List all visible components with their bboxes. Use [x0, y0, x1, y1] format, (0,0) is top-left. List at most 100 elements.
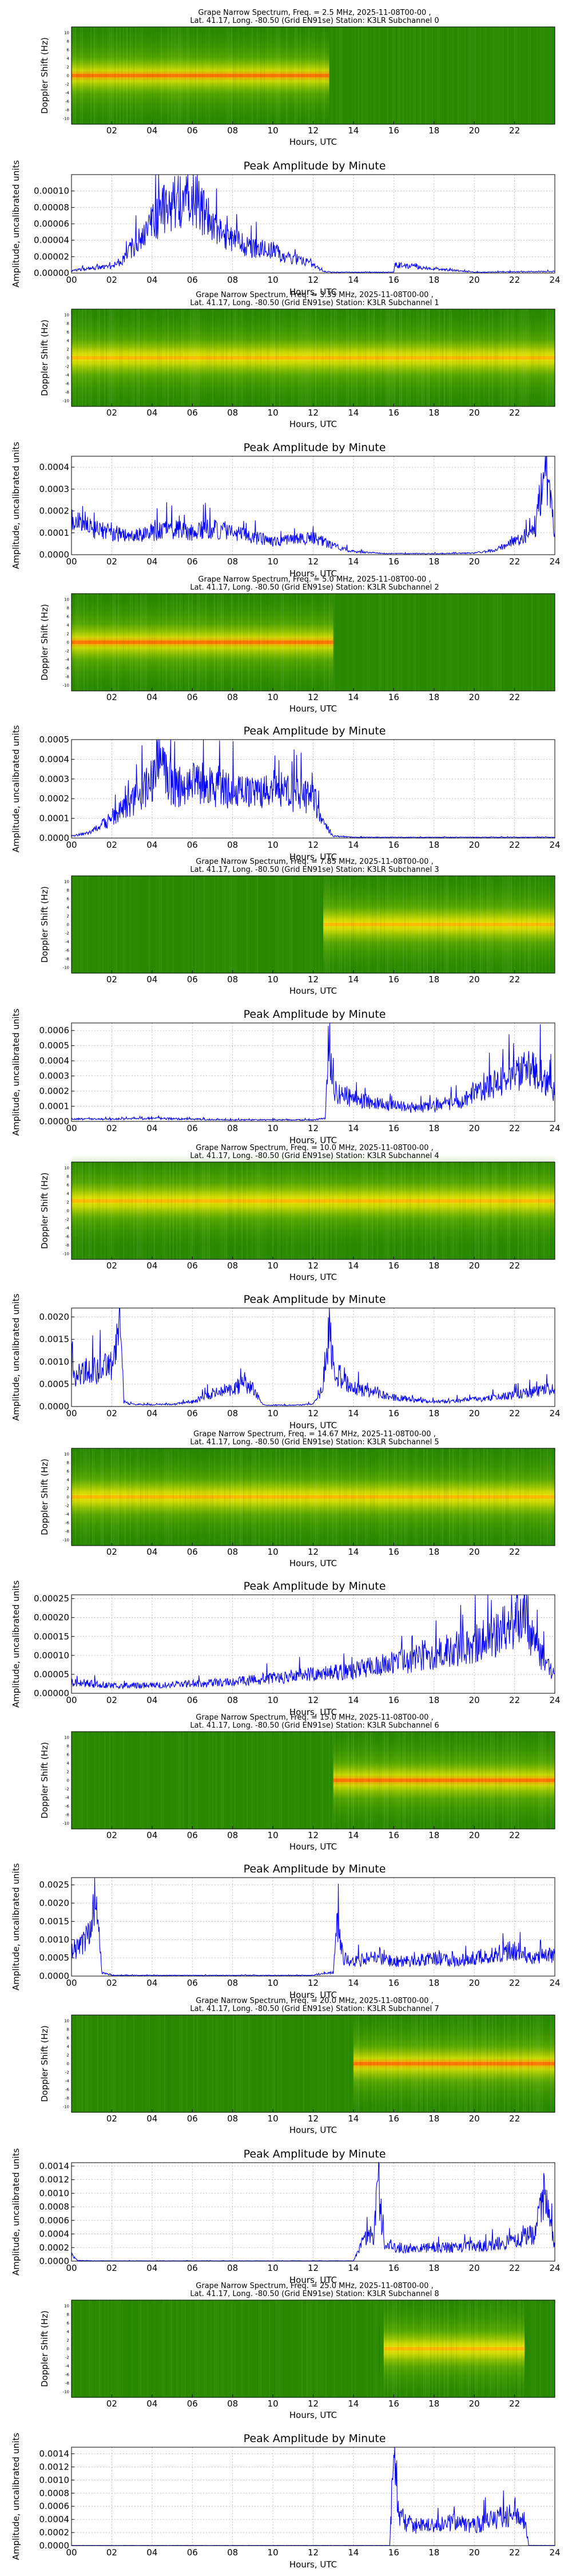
spectrogram-stripe [476, 1732, 478, 1829]
spectrogram-stripe [99, 1732, 100, 1829]
spectrogram-stripe [238, 594, 239, 691]
spectrogram-stripe [410, 594, 411, 691]
spectrogram-stripe [482, 594, 483, 691]
spectrogram-ytick-label: 10 [64, 1166, 69, 1171]
spectrogram-xtick-label: 06 [187, 408, 198, 418]
spectrogram-stripe [485, 309, 486, 406]
spectrogram-stripe [126, 1448, 128, 1546]
spectrogram-stripe [514, 1448, 515, 1546]
spectrogram-stripe [221, 1162, 222, 1259]
spectrogram-stripe [209, 27, 210, 124]
spectrogram-stripe [121, 27, 122, 124]
spectrogram-stripe [161, 309, 162, 406]
spectrogram-xtick-label: 06 [187, 125, 198, 136]
spectrogram-stripe [461, 309, 462, 406]
spectrogram-stripe [488, 2015, 490, 2112]
spectrogram-ytick-label: 6 [67, 330, 70, 335]
spectrogram-stripe [317, 2300, 318, 2397]
spectrogram-stripe [162, 876, 164, 973]
amplitude-xtick-label: 00 [66, 1695, 77, 1705]
spectrogram-stripe [259, 27, 260, 124]
spectrogram-stripe [97, 27, 98, 124]
spectrogram-stripe [250, 2015, 251, 2112]
spectrogram-stripe [77, 594, 78, 691]
spectrogram-stripe [130, 309, 131, 406]
spectrogram-stripe [533, 27, 534, 124]
amplitude-xtick-label: 00 [66, 275, 77, 285]
spectrogram-stripe [511, 876, 512, 973]
spectrogram-stripe [289, 2015, 291, 2112]
spectrogram-stripe [274, 2300, 275, 2397]
spectrogram-stripe [363, 594, 364, 691]
spectrogram-stripe [475, 2015, 476, 2112]
spectrogram-stripe [92, 2015, 93, 2112]
spectrogram-stripe [303, 876, 304, 973]
spectrogram-stripe [488, 876, 490, 973]
spectrogram-stripe [296, 2015, 297, 2112]
spectrogram-stripe [420, 876, 421, 973]
amplitude-xtick-label: 22 [509, 1695, 520, 1705]
spectrogram-stripe [549, 594, 550, 691]
spectrogram-texture [73, 594, 550, 691]
spectrogram-stripe [193, 2015, 194, 2112]
spectrogram-stripe [530, 1448, 531, 1546]
spectrogram-stripe [526, 1732, 527, 1829]
spectrogram-stripe [257, 1732, 258, 1829]
spectrogram-ytick-label: -2 [65, 1504, 69, 1508]
spectrogram-stripe [374, 2015, 375, 2112]
spectrogram-stripe [456, 27, 457, 124]
spectrogram-stripe [78, 594, 80, 691]
spectrogram-stripe [452, 2015, 454, 2112]
spectrogram-stripe [483, 2300, 484, 2397]
spectrogram-stripe [374, 309, 375, 406]
spectrogram-texture [72, 1448, 555, 1546]
spectrogram-stripe [281, 309, 282, 406]
spectrogram-stripe [528, 594, 529, 691]
spectrogram-stripe [404, 2015, 406, 2112]
spectrogram-stripe [374, 1732, 375, 1829]
spectrogram-stripe [452, 594, 454, 691]
spectrogram-stripe [370, 1448, 371, 1546]
spectrogram-stripe [150, 309, 152, 406]
spectrogram-stripe [530, 2015, 531, 2112]
spectrogram-stripe [344, 1448, 345, 1546]
spectrogram-stripe [391, 594, 392, 691]
spectrogram-stripe [200, 2015, 201, 2112]
spectrogram-stripe [279, 2015, 280, 2112]
spectrogram-stripe [209, 2300, 210, 2397]
spectrogram-stripe [513, 876, 514, 973]
spectrogram-stripe [236, 594, 237, 691]
spectrogram-stripe [375, 1162, 376, 1259]
spectrogram-stripe [247, 2300, 248, 2397]
spectrogram-stripe [377, 2300, 378, 2397]
spectrogram-stripe [87, 1448, 88, 1546]
spectrogram-stripe [267, 1448, 268, 1546]
spectrogram-stripe [92, 1162, 93, 1259]
spectrogram-stripe [550, 309, 551, 406]
spectrogram-stripe [325, 2300, 327, 2397]
spectrogram-stripe [171, 594, 172, 691]
spectrogram-stripe [250, 309, 251, 406]
spectrogram-stripe [454, 1732, 455, 1829]
spectrogram-stripe [389, 2015, 390, 2112]
spectrogram-stripe [449, 309, 450, 406]
spectrogram-stripe [406, 876, 407, 973]
spectrogram-stripe [490, 27, 491, 124]
spectrogram-stripe [209, 876, 210, 973]
spectrogram-stripe [504, 1448, 505, 1546]
spectrogram-stripe [303, 1448, 304, 1546]
spectrogram-stripe [360, 27, 361, 124]
spectrogram-stripe [382, 2300, 383, 2397]
spectrogram-stripe [176, 2015, 177, 2112]
spectrogram-stripe [274, 876, 275, 973]
spectrogram-stripe [531, 1162, 533, 1259]
spectrogram-stripe [180, 27, 181, 124]
spectrogram-stripe [152, 1732, 153, 1829]
spectrogram-stripe [411, 2300, 412, 2397]
spectrogram-stripe [458, 1448, 459, 1546]
amplitude-xtick-label: 18 [428, 556, 439, 567]
amplitude-xtick-label: 12 [308, 2263, 319, 2273]
spectrogram-stripe [188, 594, 189, 691]
spectrogram-stripe [152, 27, 153, 124]
spectrogram-stripe [114, 2015, 116, 2112]
